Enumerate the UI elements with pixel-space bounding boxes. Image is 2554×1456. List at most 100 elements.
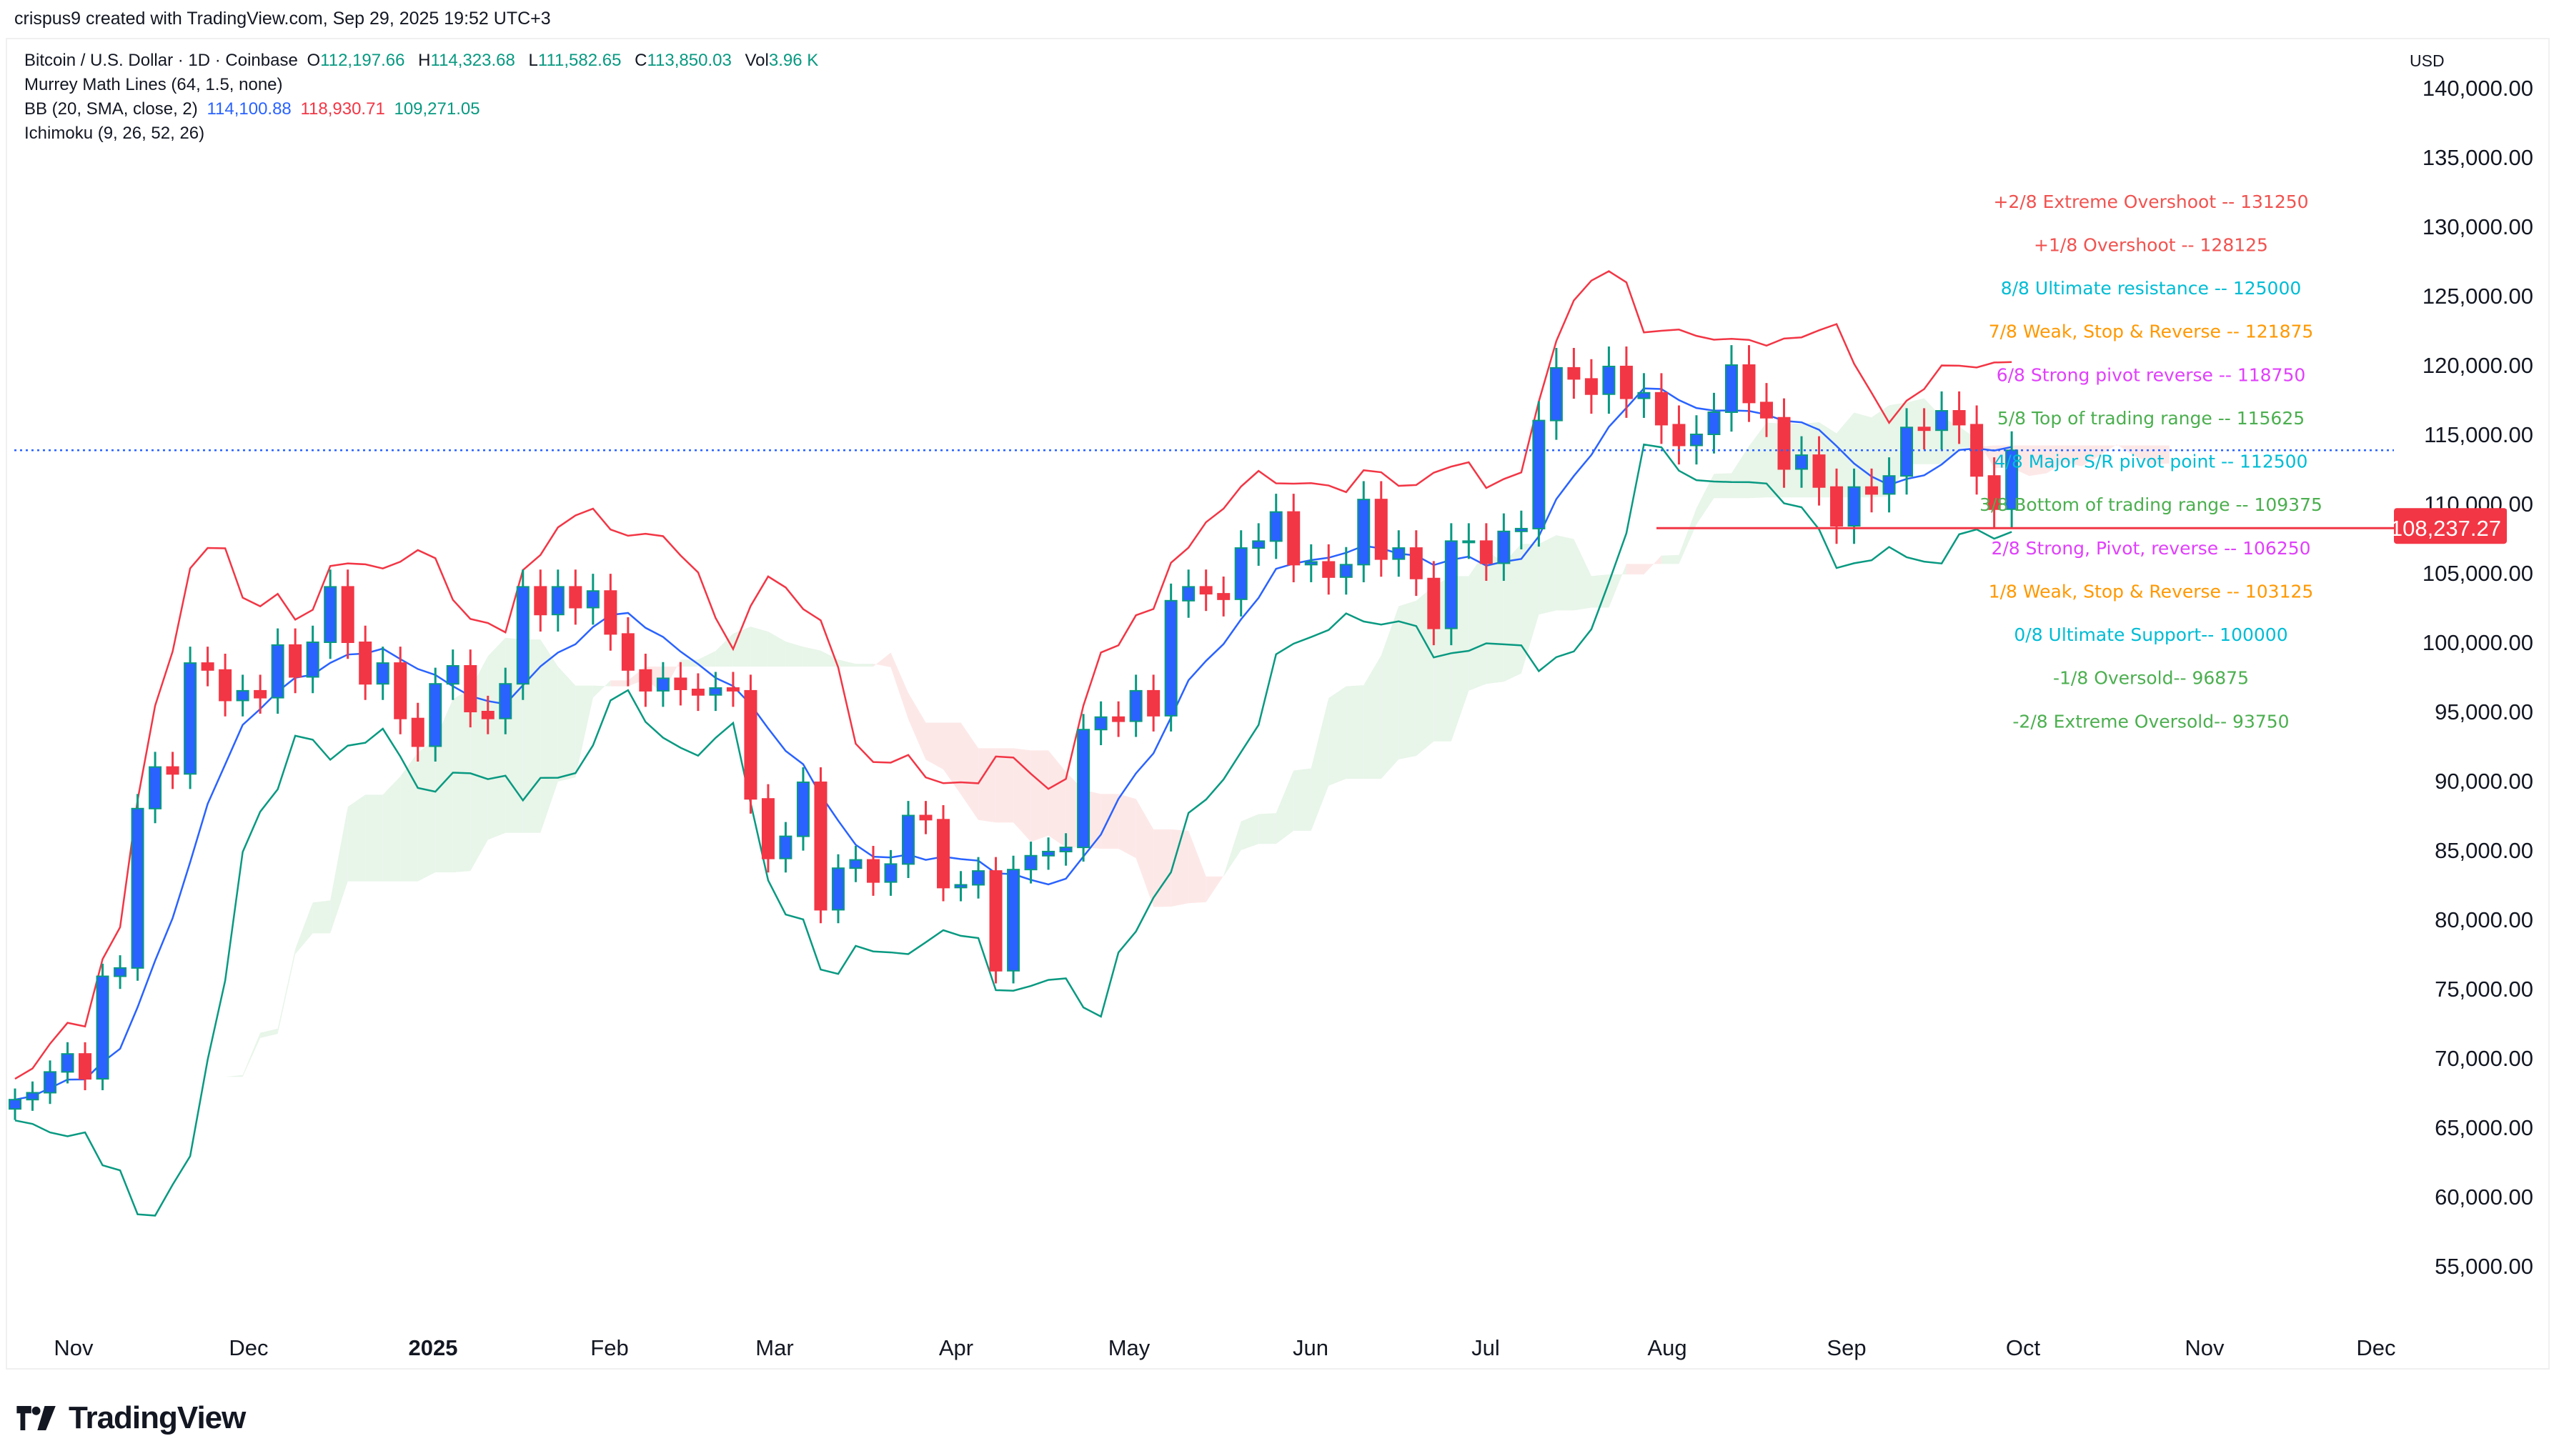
candle-body <box>1182 586 1196 602</box>
candle-body <box>2005 449 2019 510</box>
candle-body <box>1129 689 1143 722</box>
murrey-level-label: +2/8 Extreme Overshoot -- 131250 <box>1993 191 2308 212</box>
ichimoku-cloud-segment <box>540 639 558 833</box>
candle-body <box>131 807 144 969</box>
candle-body <box>1882 475 1896 495</box>
candle-body <box>1444 540 1458 629</box>
murrey-legend[interactable]: Murrey Math Lines (64, 1.5, none) <box>24 73 827 97</box>
candle <box>709 672 722 712</box>
candle-body <box>1672 424 1686 447</box>
ichimoku-cloud-segment <box>312 900 331 934</box>
candle-body <box>1619 365 1633 399</box>
candle-body <box>674 677 687 690</box>
candle-body <box>586 590 600 609</box>
candle-body <box>884 863 898 883</box>
high-label: H <box>418 51 431 70</box>
candle <box>1742 345 1756 422</box>
ichimoku-cloud-segment <box>908 692 926 760</box>
candle <box>359 625 372 700</box>
candle <box>586 574 600 625</box>
candle-body <box>1042 850 1055 857</box>
ichimoku-cloud-segment <box>575 685 593 778</box>
candle-body <box>114 967 127 977</box>
candle <box>1847 468 1861 544</box>
candle <box>394 647 407 734</box>
candle-body <box>1357 499 1371 566</box>
candle <box>937 805 950 902</box>
candle-body <box>604 590 617 635</box>
candle <box>674 662 687 706</box>
tradingview-logo[interactable]: TradingView <box>16 1400 246 1436</box>
murrey-level-label: 6/8 Strong pivot reverse -- 118750 <box>1997 364 2306 385</box>
murrey-level-label: 2/8 Strong, Pivot, reverse -- 106250 <box>1991 538 2310 559</box>
candle <box>1479 523 1493 582</box>
candle-body <box>429 683 442 747</box>
candle-body <box>219 669 232 702</box>
ichimoku-cloud-segment <box>1398 600 1416 759</box>
candle <box>1392 530 1406 577</box>
price-tick: 105,000.00 <box>2423 561 2533 586</box>
open-value: 112,197.66 <box>320 51 405 70</box>
symbol-legend[interactable]: Bitcoin / U.S. Dollar · 1D · Coinbase O1… <box>24 49 827 73</box>
candle <box>1409 530 1423 597</box>
time-tick: Dec <box>229 1335 268 1360</box>
ichimoku-cloud-segment <box>803 647 821 667</box>
price-tick: 100,000.00 <box>2423 630 2533 655</box>
candle-body <box>796 781 810 837</box>
time-tick: Apr <box>939 1335 973 1360</box>
candle <box>551 569 565 632</box>
candle <box>1129 674 1143 737</box>
candle <box>1830 468 1844 544</box>
time-tick: Oct <box>2006 1335 2041 1360</box>
ichimoku-cloud-segment <box>2082 445 2100 467</box>
ichimoku-cloud-segment <box>330 807 348 934</box>
ichimoku-cloud-segment <box>1171 829 1189 907</box>
candle <box>1900 408 1914 495</box>
ichimoku-cloud-segment <box>1311 698 1329 831</box>
candle-body <box>814 781 828 911</box>
currency-label[interactable]: USD <box>2410 51 2445 70</box>
ichimoku-cloud-segment <box>1276 770 1294 844</box>
candle-body <box>866 859 880 883</box>
ichimoku-cloud-segment <box>1486 550 1504 684</box>
price-tick: 55,000.00 <box>2435 1254 2533 1279</box>
candle <box>1147 674 1161 732</box>
candle <box>1549 347 1563 440</box>
candle <box>849 845 863 882</box>
ichimoku-cloud-segment <box>1153 829 1171 907</box>
candle-body <box>1339 564 1353 578</box>
candle-body <box>1865 486 1879 495</box>
candle <box>989 857 1003 984</box>
ichimoku-cloud-segment <box>1293 768 1311 831</box>
candle-body <box>376 662 389 685</box>
candle-body <box>1532 419 1546 529</box>
candle <box>1689 415 1703 465</box>
candle-body <box>1935 410 1949 432</box>
murrey-level-label: 8/8 Ultimate resistance -- 125000 <box>2001 278 2302 299</box>
ichimoku-cloud-segment <box>1206 875 1224 902</box>
candle-body <box>411 717 424 747</box>
candle-body <box>1567 367 1581 380</box>
candle <box>656 662 670 707</box>
ichimoku-cloud-segment <box>1731 446 1749 499</box>
candle <box>236 674 249 717</box>
candle <box>166 752 179 789</box>
ichimoku-legend[interactable]: Ichimoku (9, 26, 52, 26) <box>24 121 827 146</box>
murrey-level-label: -1/8 Oversold-- 96875 <box>2053 668 2249 689</box>
ichimoku-cloud-segment <box>487 637 506 840</box>
ichimoku-cloud-segment <box>1539 535 1556 615</box>
candle <box>411 702 424 762</box>
candle-body <box>691 688 705 696</box>
bb-legend[interactable]: BB (20, SMA, close, 2) 114,100.88 118,93… <box>24 97 827 121</box>
candle-body <box>1689 434 1703 447</box>
candle-body <box>1374 499 1388 560</box>
candle <box>1444 523 1458 646</box>
ichimoku-cloud-segment <box>1749 422 1767 499</box>
candle-body <box>1304 561 1318 566</box>
candle-body <box>1059 847 1073 852</box>
price-tick: 125,000.00 <box>2423 284 2533 309</box>
close-label: C <box>635 51 647 70</box>
candle-body <box>96 975 109 1080</box>
time-tick: Aug <box>1647 1335 1686 1360</box>
